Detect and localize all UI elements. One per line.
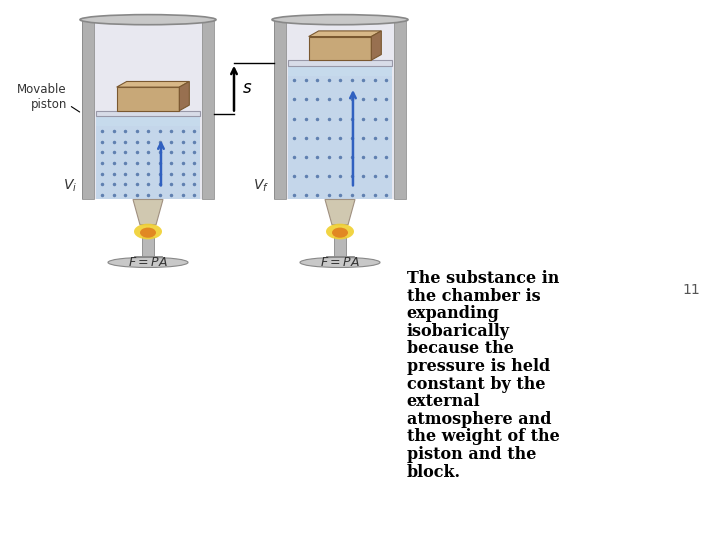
Bar (326, 256, 354, 264)
Bar (288, 60, 392, 66)
Text: expanding: expanding (407, 305, 500, 322)
Bar (394, 19, 406, 199)
Polygon shape (372, 31, 382, 60)
Text: The substance in: The substance in (407, 270, 559, 287)
Bar (142, 237, 154, 262)
Ellipse shape (108, 258, 188, 267)
Bar (309, 37, 372, 60)
Polygon shape (117, 82, 189, 87)
Text: atmosphere and: atmosphere and (407, 411, 552, 428)
Text: the weight of the: the weight of the (407, 428, 559, 446)
Text: external: external (407, 393, 480, 410)
Bar (96, 126, 200, 199)
Ellipse shape (272, 15, 408, 25)
Bar (82, 19, 94, 199)
Bar (94, 19, 202, 199)
Text: isobarically: isobarically (407, 323, 510, 340)
Polygon shape (133, 199, 163, 225)
Bar (288, 66, 392, 76)
Bar (205, 19, 208, 199)
Text: piston and the: piston and the (407, 446, 536, 463)
Text: block.: block. (407, 464, 461, 481)
Ellipse shape (332, 227, 348, 238)
Text: pressure is held: pressure is held (407, 358, 550, 375)
Text: the chamber is: the chamber is (407, 288, 541, 305)
Bar (286, 19, 394, 199)
Ellipse shape (300, 258, 380, 267)
Bar (86, 19, 94, 199)
Text: $V_f$: $V_f$ (253, 177, 269, 194)
Bar (288, 76, 392, 199)
Bar (202, 19, 214, 199)
Bar (96, 111, 200, 116)
Text: $V_i$: $V_i$ (63, 177, 77, 194)
Bar (88, 19, 94, 199)
Text: $s$: $s$ (242, 79, 252, 97)
Bar (202, 19, 205, 199)
Text: $F = PA$: $F = PA$ (128, 256, 168, 269)
Polygon shape (179, 82, 189, 111)
Text: 11: 11 (683, 283, 700, 296)
Bar (211, 19, 214, 199)
Polygon shape (325, 199, 355, 225)
Ellipse shape (326, 224, 354, 239)
Text: constant by the: constant by the (407, 376, 545, 393)
Text: $F = PA$: $F = PA$ (320, 256, 360, 269)
Bar (274, 19, 286, 199)
Bar (334, 237, 346, 262)
Bar (278, 19, 286, 199)
Bar (96, 116, 200, 126)
Ellipse shape (140, 227, 156, 238)
Bar (208, 19, 211, 199)
Bar (394, 19, 397, 199)
Bar (117, 87, 179, 111)
Ellipse shape (134, 224, 162, 239)
Bar (397, 19, 400, 199)
Bar (403, 19, 406, 199)
Text: because the: because the (407, 341, 513, 357)
Bar (400, 19, 403, 199)
Bar (276, 19, 286, 199)
Bar (84, 19, 94, 199)
Bar (82, 19, 94, 199)
Bar (134, 256, 162, 264)
Ellipse shape (80, 15, 216, 25)
Bar (274, 19, 286, 199)
Text: Movable
piston: Movable piston (17, 83, 67, 111)
Bar (280, 19, 286, 199)
Polygon shape (309, 31, 382, 37)
